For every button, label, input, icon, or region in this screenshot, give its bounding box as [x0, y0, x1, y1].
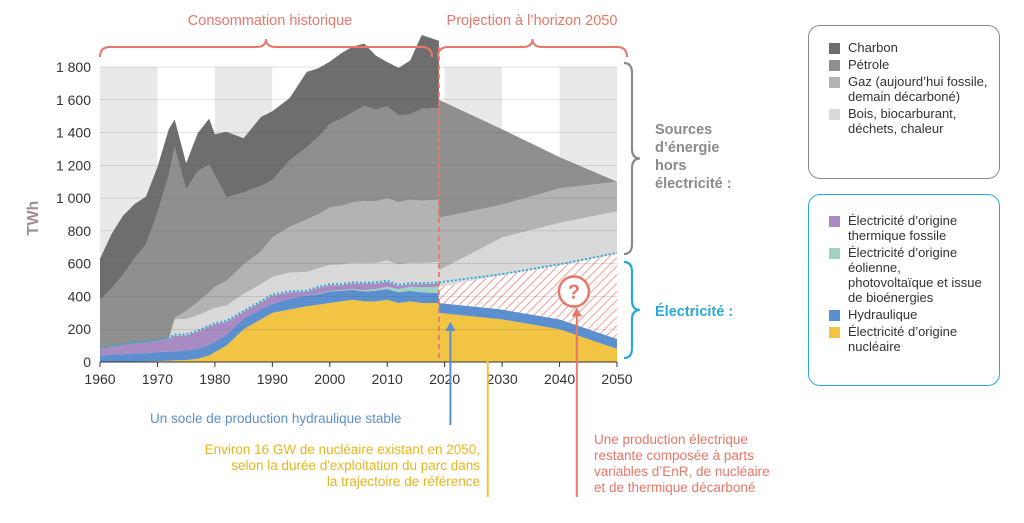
non-electric-group-label: hors — [655, 158, 686, 174]
projection-area-petrole — [438, 99, 617, 218]
y-tick-label: 1 800 — [56, 59, 91, 75]
area-gaz — [100, 198, 439, 349]
legend-item: Bois, biocarburant, déchets, chaleur — [829, 106, 989, 136]
y-tick-label: 0 — [83, 354, 91, 370]
x-tick-label: 2050 — [601, 371, 632, 387]
nuclear-arrow-head — [482, 331, 493, 341]
non-electric-group-label: électricité : — [655, 176, 732, 192]
legend-label: Pétrole — [848, 57, 890, 72]
projection-area-remaining-electricity — [438, 253, 617, 340]
x-tick-label: 1990 — [257, 371, 288, 387]
legend-item: Électricité d’origine nucléaire — [829, 324, 989, 354]
legend-item: Hydraulique — [829, 307, 989, 322]
legend-swatch — [829, 60, 840, 71]
x-tick-label: 2040 — [544, 371, 575, 387]
annotation-hydro: Un socle de production hydraulique stabl… — [150, 411, 402, 426]
legend-label: Bois, biocarburant, déchets, chaleur — [848, 106, 957, 136]
legend-item: Charbon — [829, 40, 989, 55]
legend-label: Électricité d’origine éolienne, photovol… — [848, 245, 982, 305]
area-charbon — [100, 35, 439, 300]
legend-item: Électricité d’origine thermique fossile — [829, 213, 989, 243]
legend-swatch — [829, 327, 840, 338]
projection-area-nucleaire — [438, 312, 617, 362]
area-petrole — [100, 105, 439, 349]
x-tick-label: 2000 — [314, 371, 345, 387]
y-axis-title: TWh — [25, 201, 42, 236]
legend-item: Pétrole — [829, 57, 989, 72]
y-tick-label: 200 — [68, 321, 92, 337]
historical-brace — [99, 38, 433, 58]
non-electric-group-label: d’énergie — [655, 140, 719, 156]
legend-swatch — [829, 109, 840, 120]
hydro-arrow-head — [445, 321, 456, 331]
electric-group-label: Électricité : — [655, 303, 733, 320]
legend-swatch — [829, 43, 840, 54]
legend-item: Gaz (aujourd’hui fossile, demain décarbo… — [829, 74, 989, 104]
remaining-arrow-head — [571, 307, 582, 317]
area-thermique_fossile — [100, 281, 439, 356]
legend-label: Gaz (aujourd’hui fossile, demain décarbo… — [848, 74, 988, 104]
legend-label: Électricité d’origine thermique fossile — [848, 213, 958, 243]
legend-non-electric: Charbon Pétrole Gaz (aujourd’hui fossile, … — [808, 25, 1000, 179]
x-tick-label: 2020 — [429, 371, 460, 387]
question-mark-text: ? — [568, 282, 580, 304]
y-tick-label: 1 000 — [56, 190, 91, 206]
area-nucleaire — [100, 299, 439, 362]
legend-electric: Électricité d’origine thermique fossile É… — [808, 194, 1000, 386]
y-tick-label: 800 — [68, 223, 92, 239]
electricity-total-line — [99, 251, 618, 349]
legend-swatch — [829, 77, 840, 88]
electric-brace — [623, 260, 641, 360]
area-bois — [100, 260, 439, 349]
annotation-nuclear: Environ 16 GW de nucléaire existant en 2… — [204, 442, 480, 489]
y-tick-label: 1 600 — [56, 92, 91, 108]
legend-item: Électricité d’origine éolienne, photovol… — [829, 245, 989, 305]
non-electric-group-label: Sources — [655, 122, 712, 138]
projection-brace — [437, 38, 628, 58]
legend-swatch — [829, 216, 840, 227]
x-tick-label: 2030 — [487, 371, 518, 387]
x-tick-label: 1980 — [199, 371, 230, 387]
legend-swatch — [829, 310, 840, 321]
projection-area-gaz — [438, 181, 617, 271]
non-electric-brace — [623, 61, 641, 256]
question-mark-circle — [557, 275, 591, 308]
y-tick-label: 1 200 — [56, 157, 91, 173]
legend-label: Électricité d’origine nucléaire — [848, 324, 958, 354]
x-tick-label: 1960 — [84, 371, 115, 387]
projection-label: Projection à l’horizon 2050 — [447, 13, 618, 29]
y-tick-label: 400 — [68, 288, 92, 304]
legend-label: Hydraulique — [848, 307, 918, 322]
projection-area-hydraulique — [438, 303, 617, 349]
y-tick-label: 1 400 — [56, 125, 91, 141]
legend-swatch — [829, 248, 840, 259]
annotation-remaining: Une production électrique restante compo… — [594, 432, 770, 495]
y-tick-label: 600 — [68, 256, 92, 272]
x-tick-label: 1970 — [142, 371, 173, 387]
historical-label: Consommation historique — [188, 13, 352, 29]
area-hydraulique — [100, 289, 439, 362]
projection-area-bois — [438, 211, 617, 287]
legend-label: Charbon — [848, 40, 898, 55]
x-tick-label: 2010 — [372, 371, 403, 387]
